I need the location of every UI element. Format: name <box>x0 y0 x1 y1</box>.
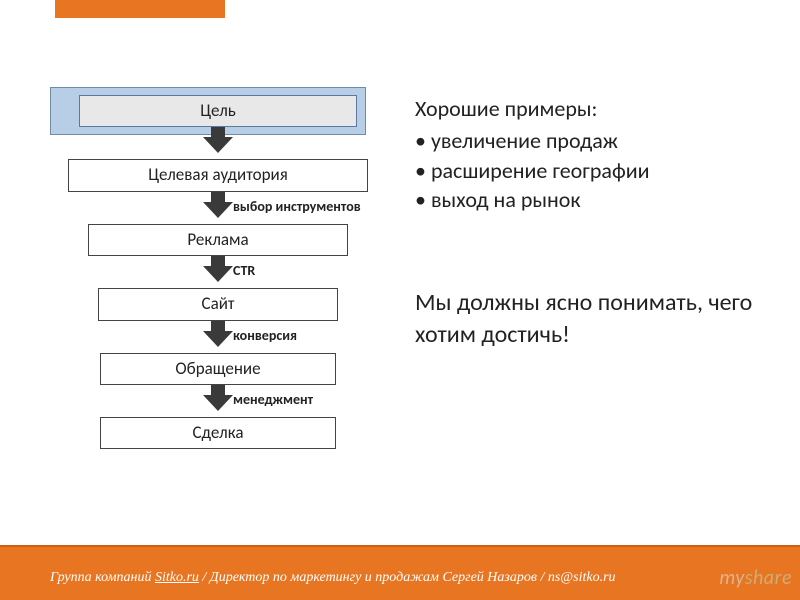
watermark: myshare <box>719 566 792 590</box>
flow-step-goal: Цель <box>79 95 357 127</box>
right-text-block: Хорошие примеры: увеличение продаж расши… <box>415 95 775 352</box>
flow-arrow-4: менеджмент <box>58 385 378 417</box>
arrow-label-management: менеджмент <box>233 391 313 408</box>
flow-step-lead: Обращение <box>100 353 336 385</box>
flowchart: Цель Целевая аудитория выбор инструменто… <box>58 95 378 449</box>
footer-text: Группа компаний Sitko.ru / Директор по м… <box>50 570 616 586</box>
bullet-geo: расширение географии <box>415 156 775 186</box>
arrow-label-tools: выбор инструментов <box>233 198 361 215</box>
flow-arrow-0 <box>58 127 378 159</box>
watermark-share: share <box>745 566 792 590</box>
statement-text: Мы должны ясно понимать, чего хотим дост… <box>415 287 775 352</box>
top-accent-bar <box>55 0 225 18</box>
flow-step-deal: Сделка <box>100 417 336 449</box>
flow-step-site: Сайт <box>98 288 338 320</box>
footer-link[interactable]: Sitko.ru <box>155 570 199 585</box>
flow-step-ads: Реклама <box>88 224 348 256</box>
footer-email: ns@sitko.ru <box>548 570 616 585</box>
footer-prefix: Группа компаний <box>50 570 155 585</box>
examples-heading: Хорошие примеры: <box>415 95 775 122</box>
flow-arrow-2: CTR <box>58 256 378 288</box>
flow-step-audience: Целевая аудитория <box>68 159 368 191</box>
flow-arrow-3: конверсия <box>58 321 378 353</box>
bullet-sales: увеличение продаж <box>415 126 775 156</box>
flow-arrow-1: выбор инструментов <box>58 192 378 224</box>
footer-middle: / Директор по маркетингу и продажам Серг… <box>199 570 548 585</box>
footer-bar: Группа компаний Sitko.ru / Директор по м… <box>0 545 800 600</box>
watermark-my: my <box>719 566 744 590</box>
arrow-label-ctr: CTR <box>233 262 255 279</box>
arrow-label-conversion: конверсия <box>233 327 297 344</box>
bullet-market: выход на рынок <box>415 185 775 215</box>
